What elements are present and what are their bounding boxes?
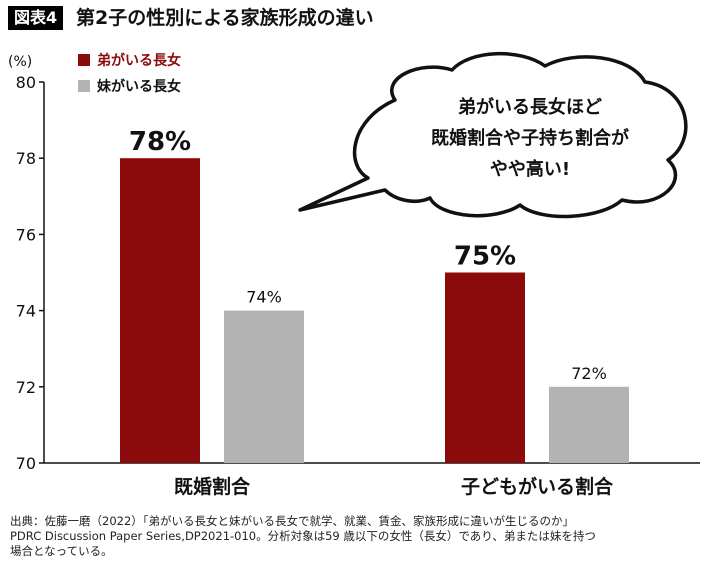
- y-tick-label: 80: [16, 73, 36, 92]
- chart-title: 第2子の性別による家族形成の違い: [76, 7, 374, 29]
- legend-label: 妹がいる長女: [96, 78, 181, 95]
- bar-chart: (%)70727476788078%74%既婚割合75%72%子どもがいる割合弟…: [8, 51, 700, 498]
- source-note: 出典：佐藤一磨（2022）「弟がいる長女と妹がいる長女で就学、就業、賃金、家族形…: [10, 514, 704, 559]
- bar-elder-sister-of-brother: [445, 272, 525, 463]
- y-axis-unit: (%): [8, 54, 32, 70]
- source-line: 場合となっている。: [10, 544, 113, 558]
- legend-swatch: [78, 54, 90, 66]
- bar-elder-sister-of-sister: [224, 310, 304, 463]
- annotation-line: 弟がいる長女ほど: [458, 96, 602, 118]
- y-tick-label: 76: [16, 225, 36, 244]
- bar-elder-sister-of-brother: [120, 158, 200, 463]
- x-tick-label: 子どもがいる割合: [461, 475, 614, 498]
- source-line: PDRC Discussion Paper Series,DP2021-010。…: [10, 529, 596, 543]
- annotation-line: 既婚割合や子持ち割合が: [431, 127, 629, 149]
- data-label: 74%: [246, 288, 282, 307]
- legend-label: 弟がいる長女: [97, 52, 181, 69]
- x-tick-label: 既婚割合: [174, 475, 251, 498]
- annotation-line: やや高い!: [490, 158, 570, 180]
- data-label: 75%: [454, 242, 516, 272]
- y-tick-label: 72: [16, 378, 36, 397]
- data-label: 78%: [129, 127, 191, 157]
- y-tick-label: 78: [16, 149, 36, 168]
- bar-elder-sister-of-sister: [549, 386, 629, 463]
- speech-bubble: [298, 51, 688, 219]
- y-tick-label: 70: [16, 454, 36, 473]
- data-label: 72%: [571, 364, 607, 383]
- legend-swatch: [78, 80, 90, 92]
- source-line: 出典：佐藤一磨（2022）「弟がいる長女と妹がいる長女で就学、就業、賃金、家族形…: [10, 514, 575, 528]
- y-tick-label: 74: [16, 302, 36, 321]
- figure-tag: 図表4: [8, 6, 64, 30]
